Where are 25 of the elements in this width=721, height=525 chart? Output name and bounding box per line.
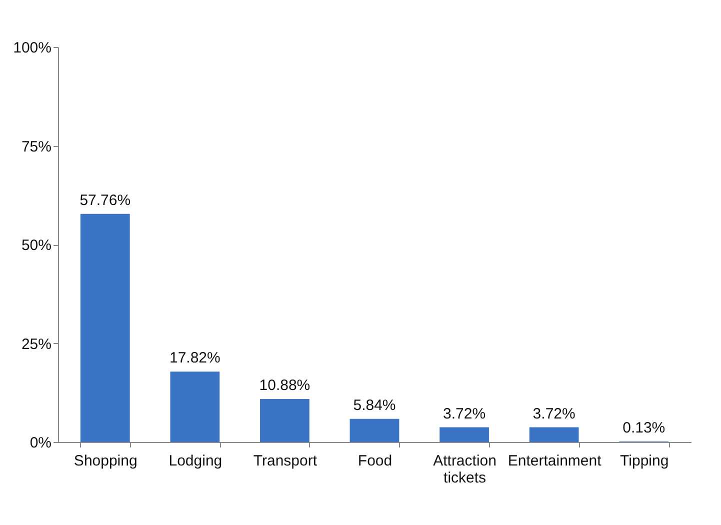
x-tick-label: Attraction tickets xyxy=(433,452,496,486)
data-label: 17.82% xyxy=(169,350,220,367)
bar xyxy=(350,418,400,442)
y-tick-label: 25% xyxy=(21,336,52,353)
bar xyxy=(80,214,130,442)
data-label: 10.88% xyxy=(259,377,310,394)
y-tick-label: 100% xyxy=(13,40,52,56)
data-label: 0.13% xyxy=(622,419,666,436)
bar xyxy=(440,427,489,442)
x-tick-label: Transport xyxy=(253,452,318,470)
bar xyxy=(260,399,310,442)
data-label: 3.72% xyxy=(532,405,576,422)
data-label: 57.76% xyxy=(80,192,131,209)
bar xyxy=(529,427,579,442)
data-label: 3.72% xyxy=(443,405,486,422)
x-tick-label: Shopping xyxy=(74,452,138,470)
y-tick-label: 50% xyxy=(21,237,52,254)
x-tick-label: Entertainment xyxy=(508,452,602,470)
x-tick-label: Food xyxy=(358,452,392,470)
y-tick-label: 75% xyxy=(21,138,52,156)
x-tick-label: Lodging xyxy=(168,452,222,470)
data-label: 5.84% xyxy=(353,396,396,414)
x-tick-label: Tipping xyxy=(620,452,669,470)
bar xyxy=(170,372,220,442)
y-tick-label: 0% xyxy=(30,434,52,452)
